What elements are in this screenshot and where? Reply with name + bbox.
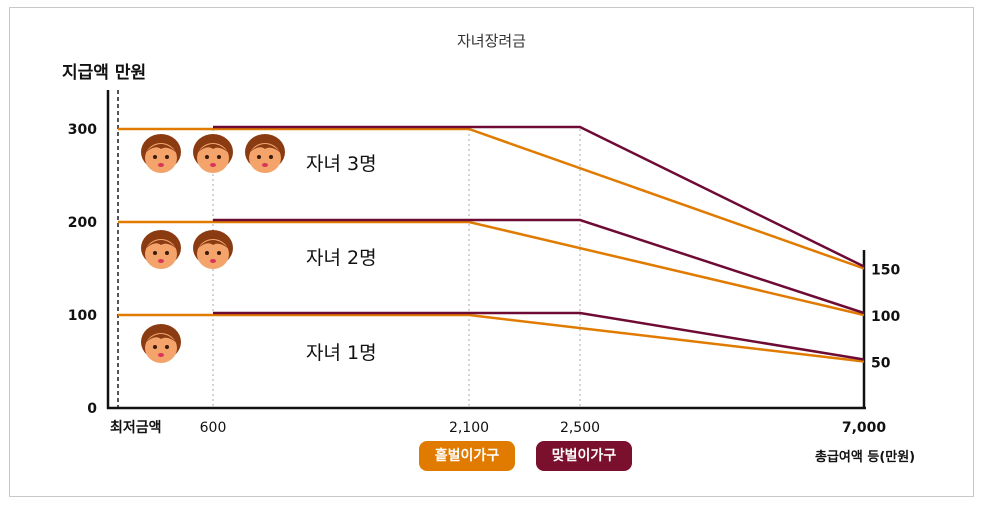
y-tick-label: 300 bbox=[68, 122, 97, 138]
child-count-label: 자녀 2명 bbox=[306, 247, 377, 269]
child-face-icon bbox=[193, 230, 233, 269]
child-count-label: 자녀 3명 bbox=[306, 153, 377, 175]
x-tick-label: 2,100 bbox=[449, 420, 489, 436]
x-tick-label: 2,500 bbox=[560, 420, 600, 436]
child-face-icon bbox=[141, 134, 181, 173]
x-tick-label: 7,000 bbox=[842, 420, 887, 436]
right-value-label: 150 bbox=[871, 263, 900, 279]
dual-earner-line bbox=[213, 311, 865, 361]
right-value-label: 50 bbox=[871, 356, 891, 372]
y-axis-label: 지급액 만원 bbox=[62, 63, 147, 83]
right-value-label: 100 bbox=[871, 309, 900, 325]
child-count-label: 자녀 1명 bbox=[306, 342, 377, 364]
single-earner-line bbox=[118, 313, 865, 363]
chart-frame bbox=[9, 7, 974, 497]
y-tick-label: 100 bbox=[68, 308, 97, 324]
y-tick-label: 0 bbox=[87, 401, 97, 417]
dual-earner-line bbox=[213, 125, 865, 268]
legend-single-earner: 홑벌이가구 bbox=[419, 441, 515, 471]
child-face-icon bbox=[141, 324, 181, 363]
child-face-icon bbox=[245, 134, 285, 173]
dual-earner-line bbox=[213, 218, 865, 315]
child-face-icon bbox=[141, 230, 181, 269]
single-earner-line bbox=[118, 127, 865, 270]
x-tick-label: 최저금액 bbox=[110, 419, 162, 436]
chart-title: 자녀장려금 bbox=[456, 32, 526, 50]
single-earner-line bbox=[118, 220, 865, 317]
child-face-icon bbox=[193, 134, 233, 173]
legend-dual-earner: 맞벌이가구 bbox=[536, 441, 632, 471]
y-tick-label: 200 bbox=[68, 215, 97, 231]
x-axis-label: 총급여액 등(만원) bbox=[815, 450, 916, 465]
x-tick-label: 600 bbox=[200, 420, 227, 436]
